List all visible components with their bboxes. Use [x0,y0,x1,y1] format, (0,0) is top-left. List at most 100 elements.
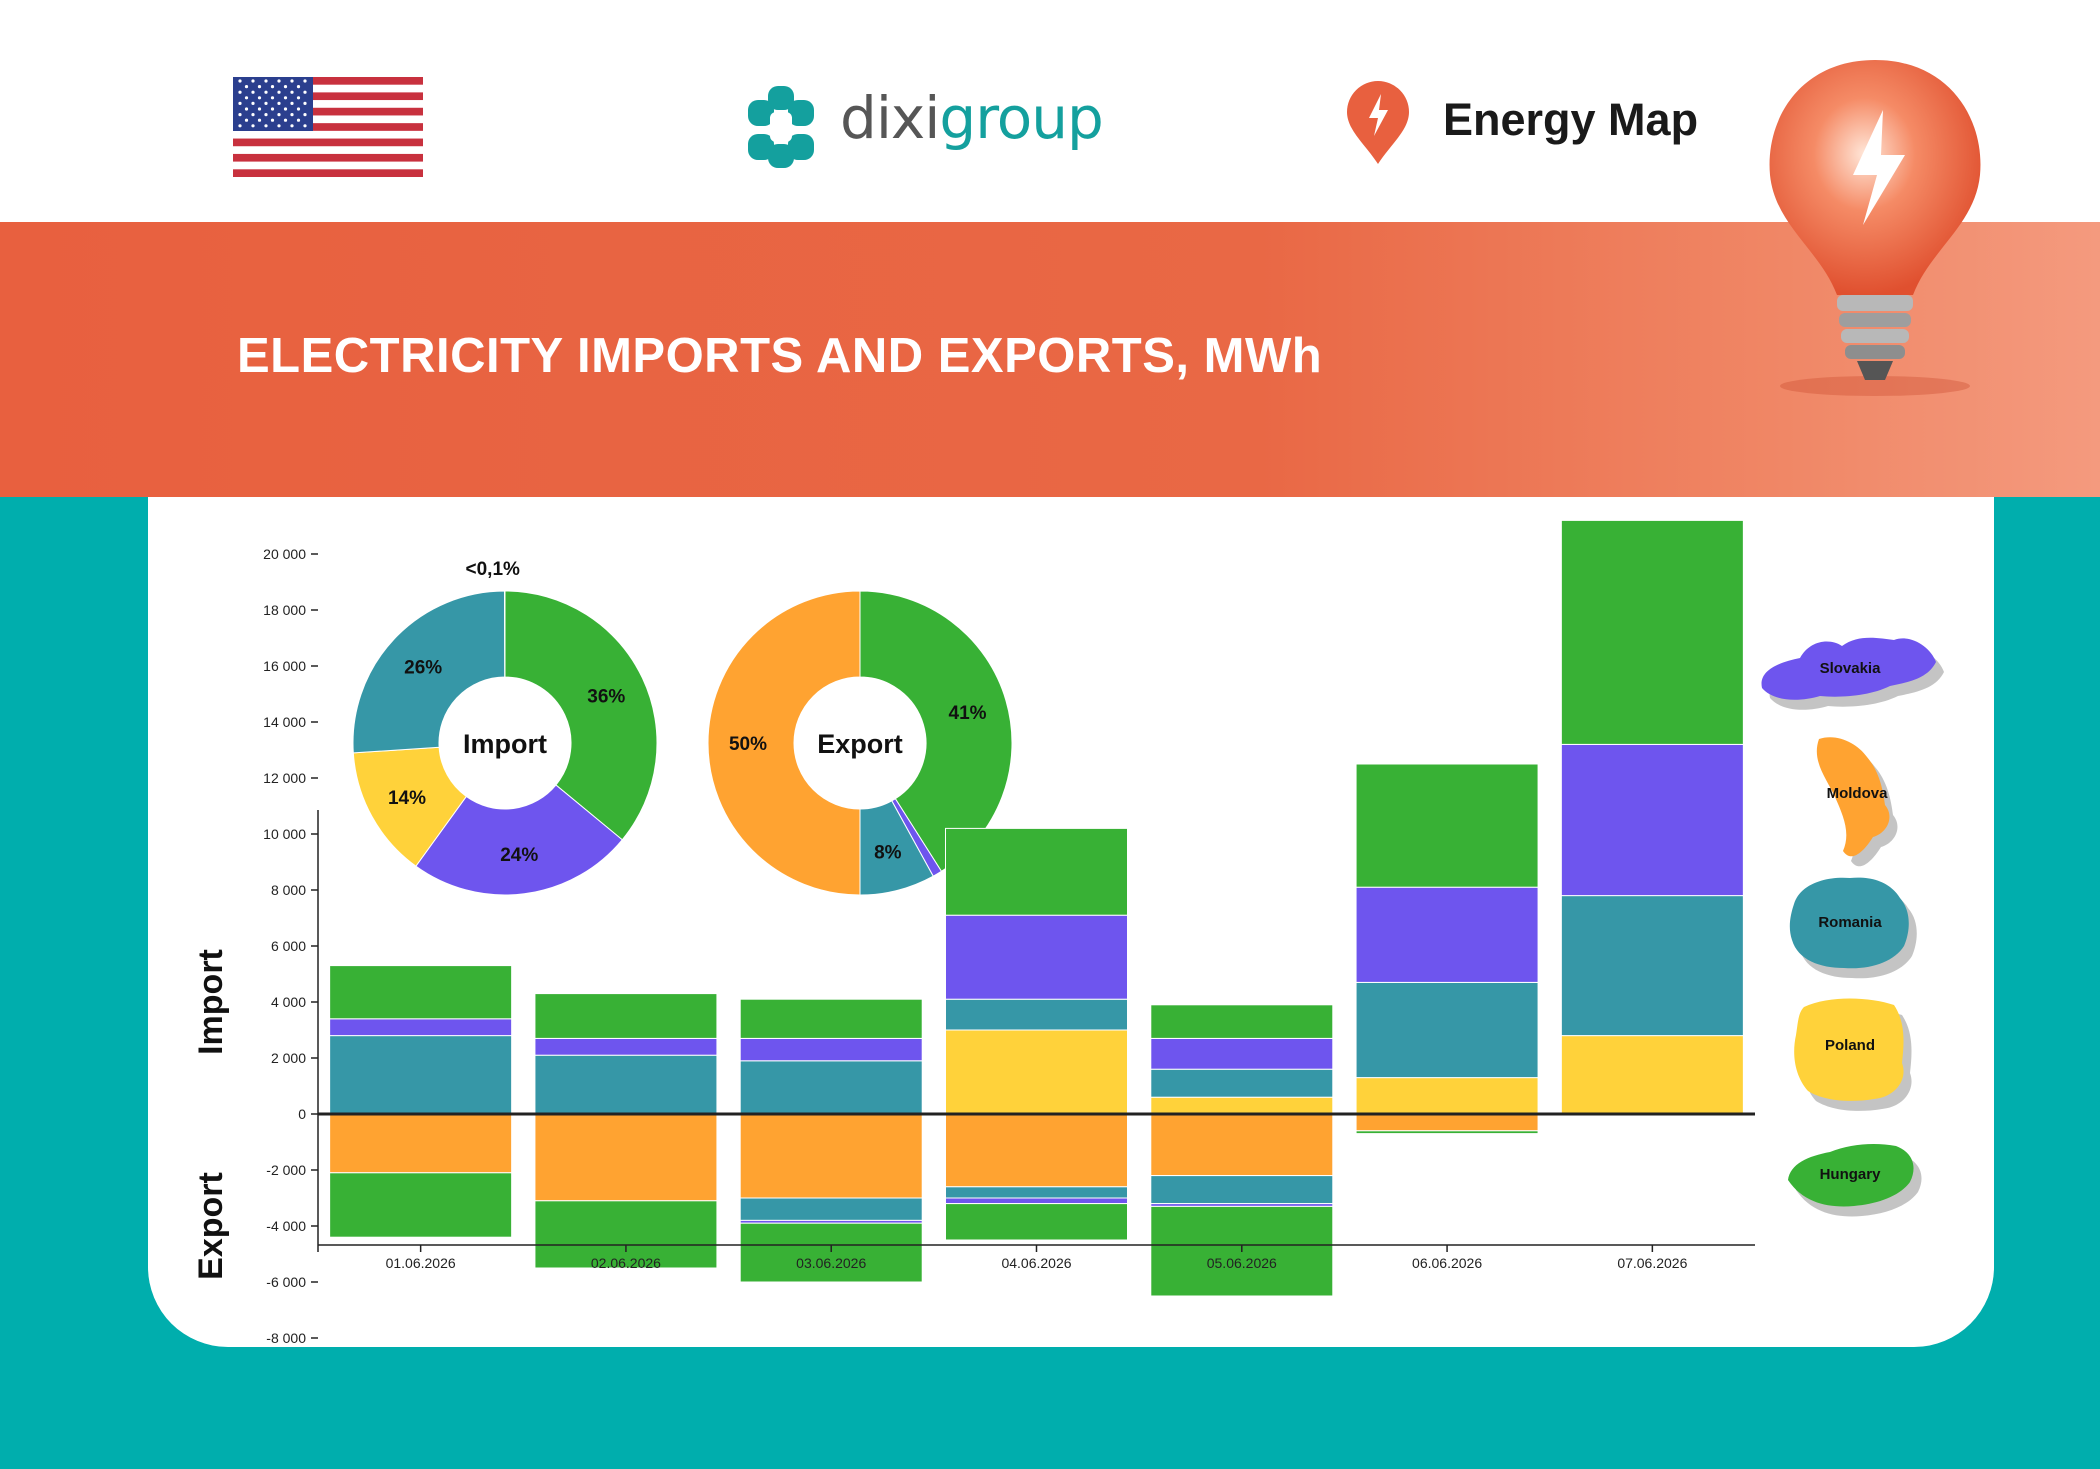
y-tick-label-13: -6 000 [266,1274,306,1290]
bar-import-romania-1 [534,1054,718,1115]
bar-export-romania-2 [739,1197,923,1221]
x-tick-label-6: 07.06.2026 [1617,1255,1687,1271]
y-tick-label-12: -4 000 [266,1218,306,1234]
bar-export-hungary-1 [534,1200,718,1269]
pie-1-slice-moldova [707,590,861,896]
y-tick-label-9: 2 000 [271,1050,306,1066]
y-tick-label-2: 16 000 [263,658,306,674]
pie-0-label-moldova: <0,1% [466,559,521,580]
legend-label-poland: Poland [1825,1037,1875,1054]
dixigroup-logo [748,86,814,168]
bar-export-romania-3 [945,1186,1128,1199]
bar-import-slovakia-2 [739,1037,923,1062]
legend-map-hungary [1788,1144,1914,1207]
legend-map-poland [1794,998,1904,1101]
energy-map-title: Energy Map [1443,94,1699,145]
bar-import-romania-0 [329,1035,513,1115]
logo-brand-text: dixigroup [840,84,1104,152]
bar-import-hungary-3 [945,827,1128,916]
bar-export-moldova-2 [739,1113,923,1199]
bar-export-hungary-0 [329,1172,513,1238]
legend-label-moldova: Moldova [1827,785,1888,802]
x-tick-label-4: 05.06.2026 [1207,1255,1277,1271]
x-tick-label-5: 06.06.2026 [1412,1255,1482,1271]
pie-1-label-hungary: 41% [949,703,987,724]
bar-export-moldova-1 [534,1113,718,1202]
bar-import-hungary-0 [329,965,513,1020]
legend-label-hungary: Hungary [1820,1166,1882,1183]
pie-1-label-moldova: 50% [729,734,767,755]
bar-import-slovakia-6 [1560,743,1744,897]
legend-item-slovakia: Slovakia [1761,637,1944,710]
bar-import-poland-5 [1355,1077,1539,1115]
y-tick-label-0: 20 000 [263,546,306,562]
title-banner [0,222,2100,497]
bar-import-romania-3 [945,998,1128,1031]
bar-import-poland-6 [1560,1035,1744,1115]
bar-export-moldova-0 [329,1113,513,1174]
legend-map-moldova [1816,737,1890,857]
bar-import-hungary-5 [1355,763,1539,888]
stacked-bar-chart [329,519,1744,1297]
bar-import-poland-4 [1150,1096,1334,1115]
bar-export-hungary-2 [739,1222,923,1283]
bar-chart-axes: 01.06.2026 02.06.2026 03.06.2026 04.06.2026… [192,546,1755,1346]
bar-import-slovakia-1 [534,1037,718,1056]
x-tick-label-2: 03.06.2026 [796,1255,866,1271]
y-tick-label-3: 14 000 [263,714,306,730]
legend-item-hungary: Hungary [1788,1144,1922,1217]
energy-pin-icon [1347,81,1409,164]
x-tick-label-3: 04.06.2026 [1001,1255,1071,1271]
bar-import-romania-4 [1150,1068,1334,1098]
legend-label-slovakia: Slovakia [1820,660,1882,677]
bar-import-slovakia-4 [1150,1037,1334,1070]
bar-import-romania-6 [1560,895,1744,1037]
bar-import-slovakia-5 [1355,886,1539,983]
y-tick-label-6: 8 000 [271,882,306,898]
bar-export-moldova-4 [1150,1113,1334,1177]
legend-map-slovakia [1761,637,1936,700]
legend-label-romania: Romania [1818,914,1882,931]
logo-brand-word: dixigroup [840,84,1104,152]
x-tick-label-1: 02.06.2026 [591,1255,661,1271]
y-tick-label-5: 10 000 [263,826,306,842]
bar-export-slovakia-3 [945,1197,1128,1205]
bar-export-romania-4 [1150,1175,1334,1205]
pie-0-label-poland: 14% [388,788,426,809]
legend-item-romania: Romania [1789,877,1917,979]
bar-export-moldova-5 [1355,1113,1539,1132]
pie-0-hole [439,677,571,809]
country-legend: Slovakia Moldova Romania Poland Hungary [1761,637,1944,1217]
pie-1-title: Export [817,729,903,759]
bar-export-hungary-3 [945,1203,1128,1241]
bar-import-slovakia-0 [329,1018,513,1037]
pie-0-label-hungary: 36% [587,686,625,707]
bar-import-slovakia-3 [945,914,1128,1000]
bar-import-hungary-4 [1150,1004,1334,1039]
y-tick-label-14: -8 000 [266,1330,306,1346]
us-flag-icon [233,77,423,177]
pie-0-label-slovakia: 24% [500,845,538,866]
y-label-export: Export [192,1172,230,1280]
y-tick-label-8: 4 000 [271,994,306,1010]
y-tick-label-7: 6 000 [271,938,306,954]
light-bulb-icon [1769,60,1981,396]
pie-1-hole [794,677,926,809]
x-tick-label-0: 01.06.2026 [386,1255,456,1271]
bar-import-romania-5 [1355,981,1539,1079]
bar-export-hungary-5 [1355,1130,1539,1135]
pie-0-title: Import [463,729,547,759]
y-tick-label-11: -2 000 [266,1162,306,1178]
bar-import-poland-3 [945,1029,1128,1115]
bar-import-hungary-2 [739,998,923,1039]
pie-1-label-romania: 8% [874,842,902,863]
y-label-import: Import [192,949,230,1055]
bar-import-romania-2 [739,1060,923,1115]
y-tick-label-1: 18 000 [263,602,306,618]
page-title: ELECTRICITY IMPORTS AND EXPORTS, MWh [237,329,1323,383]
legend-item-moldova: Moldova [1816,737,1898,867]
legend-item-poland: Poland [1794,998,1912,1111]
y-tick-label-10: 0 [298,1106,306,1122]
